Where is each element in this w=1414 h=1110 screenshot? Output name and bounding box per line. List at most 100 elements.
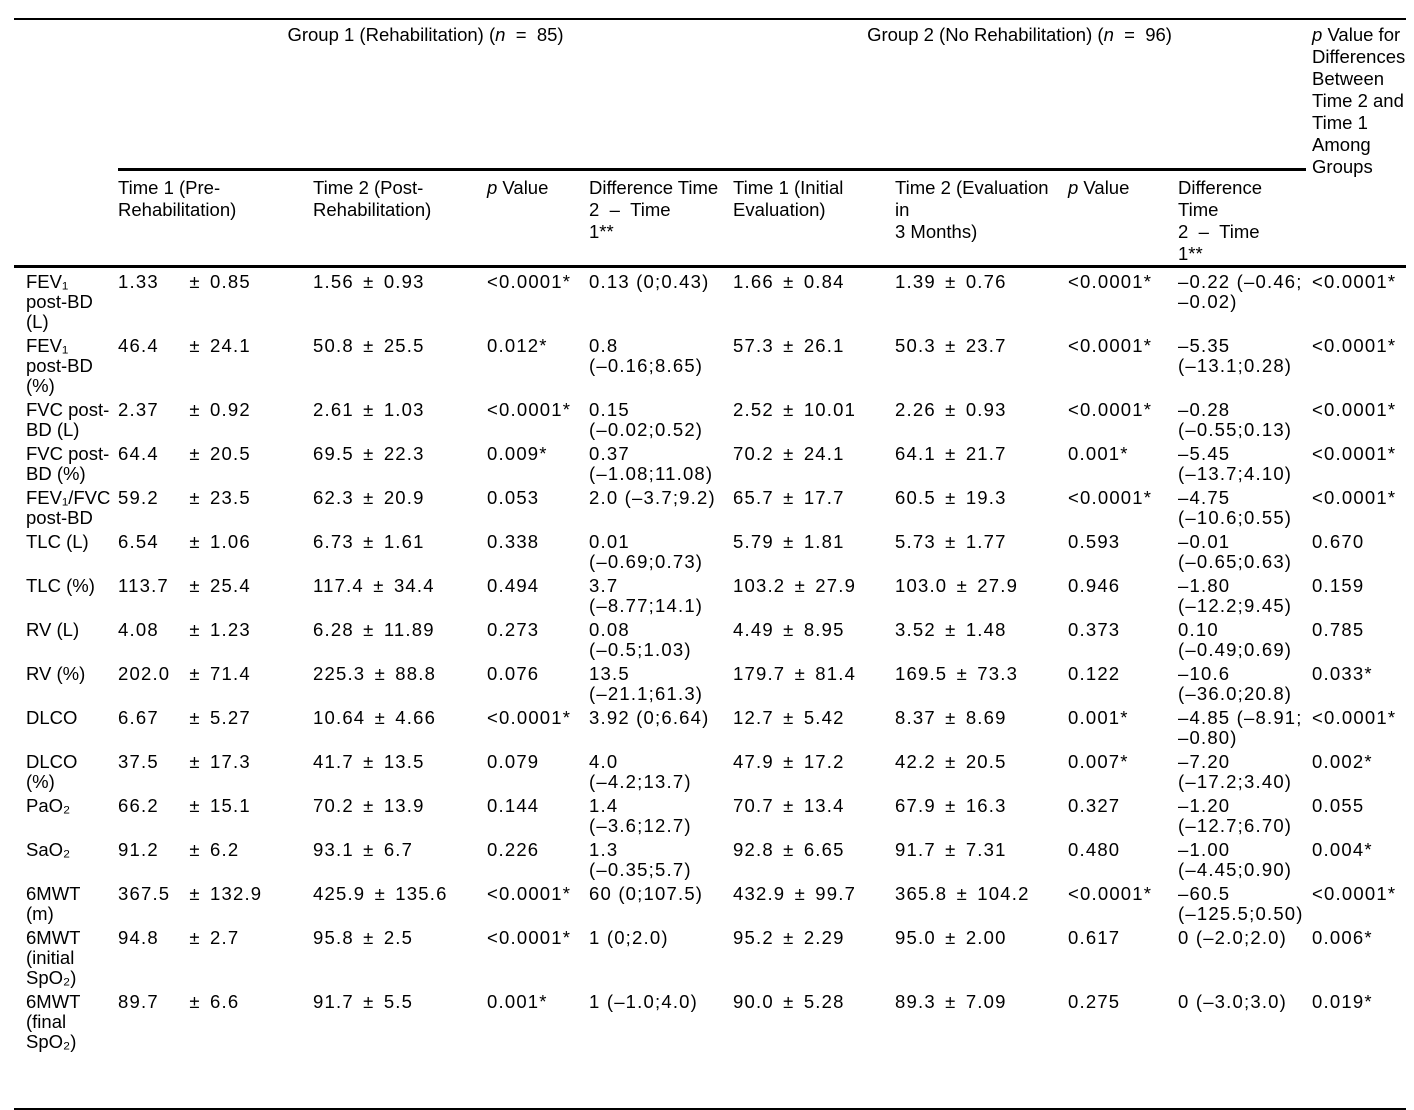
mean-value: 5.79 bbox=[733, 530, 774, 552]
row-label: TLC (%) bbox=[26, 574, 95, 596]
mean-value: 41.7 bbox=[313, 750, 354, 772]
g1-time1-value: 37.5 ±17.3 bbox=[118, 748, 313, 792]
row-label: FEV₁ post-BD (%) bbox=[26, 334, 93, 396]
sd-value: 27.9 bbox=[977, 574, 1019, 596]
row-label: DLCO bbox=[26, 706, 78, 728]
plus-minus-sign: ± bbox=[945, 706, 957, 728]
g1-time2-value: 2.61 ±1.03 bbox=[313, 396, 487, 440]
sd-value: 104.2 bbox=[977, 882, 1030, 904]
mean-value: 2.61 bbox=[313, 398, 354, 420]
plus-minus-sign: ± bbox=[956, 662, 968, 684]
mean-value: 365.8 bbox=[895, 882, 948, 904]
g2-time1-value: 70.2 ±24.1 bbox=[733, 440, 895, 484]
mean-value: 65.7 bbox=[733, 486, 774, 508]
g2-time1-value: 90.0 ±5.28 bbox=[733, 987, 895, 1110]
g2-time1-value: 103.2 ±27.9 bbox=[733, 572, 895, 616]
mean-value: 91.7 bbox=[895, 838, 936, 860]
g2-time1-value: 4.49 ±8.95 bbox=[733, 616, 895, 660]
plus-minus-sign: ± bbox=[783, 794, 795, 816]
row-label: 6MWT (m) bbox=[26, 882, 81, 924]
sd-value: 88.8 bbox=[395, 662, 437, 684]
column-header-row: Time 1 (Pre- Rehabilitation) Time 2 (Pos… bbox=[14, 169, 1406, 268]
sd-value: 26.1 bbox=[803, 334, 845, 356]
mean-value: 12.7 bbox=[733, 706, 774, 728]
p-value-among-groups: 0.006* bbox=[1312, 926, 1373, 948]
mean-value: 93.1 bbox=[313, 838, 354, 860]
sd-value: 73.3 bbox=[977, 662, 1019, 684]
mean-value: 8.37 bbox=[895, 706, 936, 728]
mean-value: 91.2 bbox=[118, 838, 159, 860]
g1-time1-value: 6.54 ±1.06 bbox=[118, 528, 313, 572]
mean-value: 6.67 bbox=[118, 706, 159, 728]
g2-p-value: <0.0001* bbox=[1068, 486, 1153, 508]
plus-minus-sign: ± bbox=[783, 398, 795, 420]
g2-time2-value: 1.39 ±0.76 bbox=[895, 266, 1068, 332]
row-label: FVC post- BD (%) bbox=[26, 442, 110, 484]
sd-value: 22.3 bbox=[383, 442, 425, 464]
plus-minus-sign: ± bbox=[783, 486, 795, 508]
plus-minus-sign: ± bbox=[363, 530, 375, 552]
g2-difference-value: –5.35 (–13.1;0.28) bbox=[1178, 334, 1293, 376]
g1-time1-value: 4.08 ±1.23 bbox=[118, 616, 313, 660]
g1-p-value: 0.053 bbox=[487, 486, 540, 508]
sd-value: 4.66 bbox=[395, 706, 437, 728]
sd-value: 7.31 bbox=[965, 838, 1007, 860]
mean-value: 70.2 bbox=[313, 794, 354, 816]
mean-value: 64.4 bbox=[118, 442, 159, 464]
sd-value: 0.76 bbox=[965, 270, 1007, 292]
g1-time2-value: 93.1 ±6.7 bbox=[313, 836, 487, 880]
p-value-label: Value bbox=[1078, 176, 1130, 198]
sd-value: 5.27 bbox=[210, 706, 251, 728]
table-row: DLCO (%) 37.5 ±17.3 41.7 ±13.5 0.079 4.0 (… bbox=[14, 748, 1406, 792]
g2-difference-value: –0.28 (–0.55;0.13) bbox=[1178, 398, 1293, 440]
g2-difference-value: 0 (–3.0;3.0) bbox=[1178, 987, 1307, 1110]
paper-table-figure: Group 1 (Rehabilitation) (n = 85) Group … bbox=[14, 18, 1407, 1110]
g1-p-value: <0.0001* bbox=[487, 706, 572, 728]
row-label: FEV₁/FVC post-BD bbox=[26, 486, 111, 528]
sd-value: 11.89 bbox=[383, 618, 435, 640]
plus-minus-sign: ± bbox=[956, 882, 968, 904]
g1-time1-value: 367.5 ±132.9 bbox=[118, 880, 313, 924]
p-value-among-groups: <0.0001* bbox=[1312, 270, 1397, 292]
p-value-label: Value bbox=[497, 176, 549, 198]
g2-time1-value: 57.3 ±26.1 bbox=[733, 332, 895, 396]
sd-value: 23.7 bbox=[965, 334, 1007, 356]
g1-time2-value: 91.7 ±5.5 bbox=[313, 987, 487, 1110]
sd-value: 1.03 bbox=[383, 398, 425, 420]
g1-difference-value: 0.13 (0;0.43) bbox=[589, 270, 710, 292]
g2-p-value: <0.0001* bbox=[1068, 334, 1153, 356]
p-value-among-groups: 0.055 bbox=[1312, 794, 1365, 816]
g2-p-value: 0.480 bbox=[1068, 838, 1121, 860]
table-row: FEV₁ post-BD (L) 1.33 ±0.85 1.56 ±0.93 <0.… bbox=[14, 266, 1406, 332]
g1-time2-value: 50.8 ±25.5 bbox=[313, 332, 487, 396]
g2-time2-value: 89.3 ±7.09 bbox=[895, 987, 1068, 1110]
g2-time2-value: 64.1 ±21.7 bbox=[895, 440, 1068, 484]
plus-minus-sign: ± bbox=[783, 926, 795, 948]
sd-value: 15.1 bbox=[210, 794, 251, 816]
mean-value: 64.1 bbox=[895, 442, 936, 464]
group2-n-symbol: n bbox=[1103, 24, 1114, 45]
sd-value: 2.5 bbox=[383, 926, 414, 948]
g2-time1-value: 47.9 ±17.2 bbox=[733, 748, 895, 792]
p-value-among-groups: <0.0001* bbox=[1312, 882, 1397, 904]
g1-difference-value: 4.0 (–4.2;13.7) bbox=[589, 750, 692, 792]
mean-value: 42.2 bbox=[895, 750, 936, 772]
mean-value: 1.66 bbox=[733, 270, 774, 292]
group2-header: Group 2 (No Rehabilitation) (n = 96) bbox=[733, 18, 1307, 171]
sd-value: 6.65 bbox=[803, 838, 845, 860]
sd-value: 21.7 bbox=[965, 442, 1007, 464]
g1-p-value: <0.0001* bbox=[487, 882, 572, 904]
plus-minus-sign: ± bbox=[945, 486, 957, 508]
row-label: 6MWT (final SpO₂) bbox=[14, 987, 118, 1110]
mean-value: 1.39 bbox=[895, 270, 936, 292]
row-label: RV (L) bbox=[26, 618, 80, 640]
g2-time2-value: 169.5 ±73.3 bbox=[895, 660, 1068, 704]
g1-time1-value: 66.2 ±15.1 bbox=[118, 792, 313, 836]
plus-minus-sign: ± bbox=[945, 750, 957, 772]
g2-time2-value: 42.2 ±20.5 bbox=[895, 748, 1068, 792]
g1-time1-value: 6.67 ±5.27 bbox=[118, 704, 313, 748]
group2-n-value: = 96) bbox=[1113, 24, 1172, 45]
g2-time2-value: 2.26 ±0.93 bbox=[895, 396, 1068, 440]
plus-minus-sign: ± bbox=[945, 838, 957, 860]
mean-value: 1.33 bbox=[118, 270, 159, 292]
